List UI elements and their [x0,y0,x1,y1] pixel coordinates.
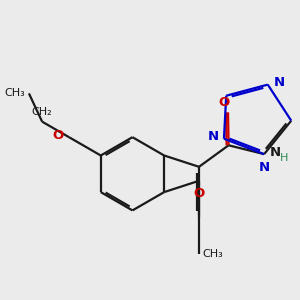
Text: O: O [219,96,230,109]
Text: H: H [280,153,288,163]
Text: O: O [194,188,205,200]
Text: N: N [207,130,218,143]
Text: N: N [273,76,284,89]
Text: CH₃: CH₃ [203,249,224,259]
Text: N: N [259,161,270,175]
Text: O: O [52,129,64,142]
Text: CH₃: CH₃ [4,88,25,98]
Text: N: N [270,146,281,159]
Text: CH₂: CH₂ [32,107,52,117]
